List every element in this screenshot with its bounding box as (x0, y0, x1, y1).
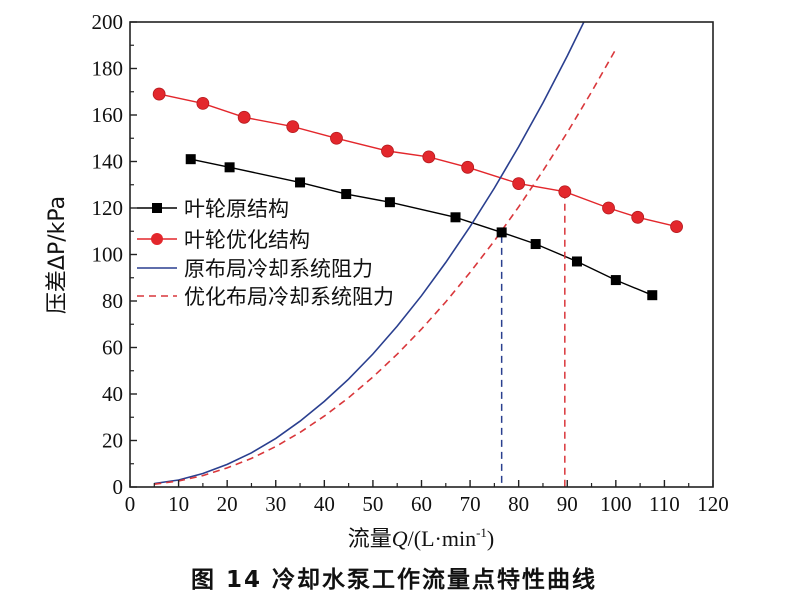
series-1-point (330, 131, 343, 145)
legend-label-2: 原布局冷却系统阻力 (184, 257, 373, 281)
y-tick-label: 0 (113, 475, 124, 499)
x-axis: 0 10 20 30 40 50 60 70 80 90 100 110 120 (125, 480, 729, 516)
y-tick-label: 120 (92, 196, 124, 220)
legend-label-3: 优化布局冷却系统阻力 (184, 285, 394, 309)
series-1-point (512, 177, 526, 190)
y-axis: 0 20 40 60 80 100 120 140 160 180 200 (92, 10, 137, 499)
x-tick-label: 10 (168, 492, 189, 516)
series-1-point (196, 96, 210, 110)
series-line-2 (154, 22, 585, 485)
series-1-point (422, 150, 436, 164)
series-1-point (558, 185, 572, 199)
y-tick-label: 200 (92, 10, 124, 34)
x-axis-title-var: Q (392, 526, 408, 551)
series-0-point (384, 197, 395, 208)
plot-frame (129, 21, 714, 488)
x-tick-label: 30 (265, 492, 286, 516)
series-1-point (381, 144, 394, 158)
series-0-point (450, 212, 461, 223)
series-1-point (670, 220, 683, 234)
x-tick-label: 90 (557, 492, 578, 516)
x-tick-label: 70 (460, 492, 481, 516)
y-tick-label: 100 (92, 243, 124, 267)
y-tick-label: 140 (92, 150, 124, 174)
x-tick-label: 110 (649, 492, 680, 516)
x-tick-label: 60 (411, 492, 432, 516)
legend-marker-0 (152, 203, 162, 213)
x-tick-label: 20 (217, 492, 238, 516)
x-tick-label: 120 (697, 492, 729, 516)
x-axis-title: 流量Q/(L·min-1) (348, 525, 495, 552)
x-tick-label: 80 (508, 492, 529, 516)
series-0-point (185, 154, 196, 165)
markers (152, 87, 683, 301)
series-1-point (461, 160, 475, 174)
x-axis-title-unit: /(L·min (408, 526, 476, 551)
series-1-point (602, 201, 615, 215)
series-0-point (530, 239, 541, 250)
figure-caption: 图 14 冷却水泵工作流量点特性曲线 (190, 567, 598, 593)
x-tick-label: 40 (314, 492, 335, 516)
y-tick-label: 20 (102, 429, 123, 453)
legend-label-0: 叶轮原结构 (184, 197, 289, 221)
series-1-point (237, 110, 251, 124)
series-1-point (631, 210, 645, 224)
x-tick-label: 50 (362, 492, 383, 516)
series-0-point (341, 189, 352, 200)
y-tick-label: 180 (92, 57, 124, 81)
series-line-3 (154, 48, 617, 485)
series-0-point (224, 162, 235, 173)
series-0-point (496, 227, 507, 238)
x-axis-title-close: ) (487, 526, 494, 551)
operating-point-guides (500, 191, 566, 487)
series-0-point (295, 177, 306, 188)
y-axis-title: 压差ΔP/kPa (45, 196, 70, 314)
x-axis-title-prefix: 流量 (348, 527, 392, 552)
series-1-point (152, 87, 166, 101)
y-tick-label: 160 (92, 103, 124, 127)
series-1-point (286, 120, 300, 134)
y-tick-label: 40 (102, 382, 123, 406)
x-axis-title-sup: -1 (476, 525, 487, 540)
y-tick-label: 80 (102, 289, 123, 313)
series-0-point (571, 256, 582, 267)
series-0-point (610, 275, 621, 286)
legend-marker-1 (151, 233, 163, 245)
chart: 0 10 20 30 40 50 60 70 80 90 100 110 120 0 20 40 60 80 10… (45, 10, 729, 552)
series-0-point (647, 290, 658, 301)
x-tick-label: 0 (125, 492, 136, 516)
y-tick-label: 60 (102, 336, 123, 360)
x-tick-label: 100 (600, 492, 632, 516)
legend-label-1: 叶轮优化结构 (184, 228, 310, 252)
